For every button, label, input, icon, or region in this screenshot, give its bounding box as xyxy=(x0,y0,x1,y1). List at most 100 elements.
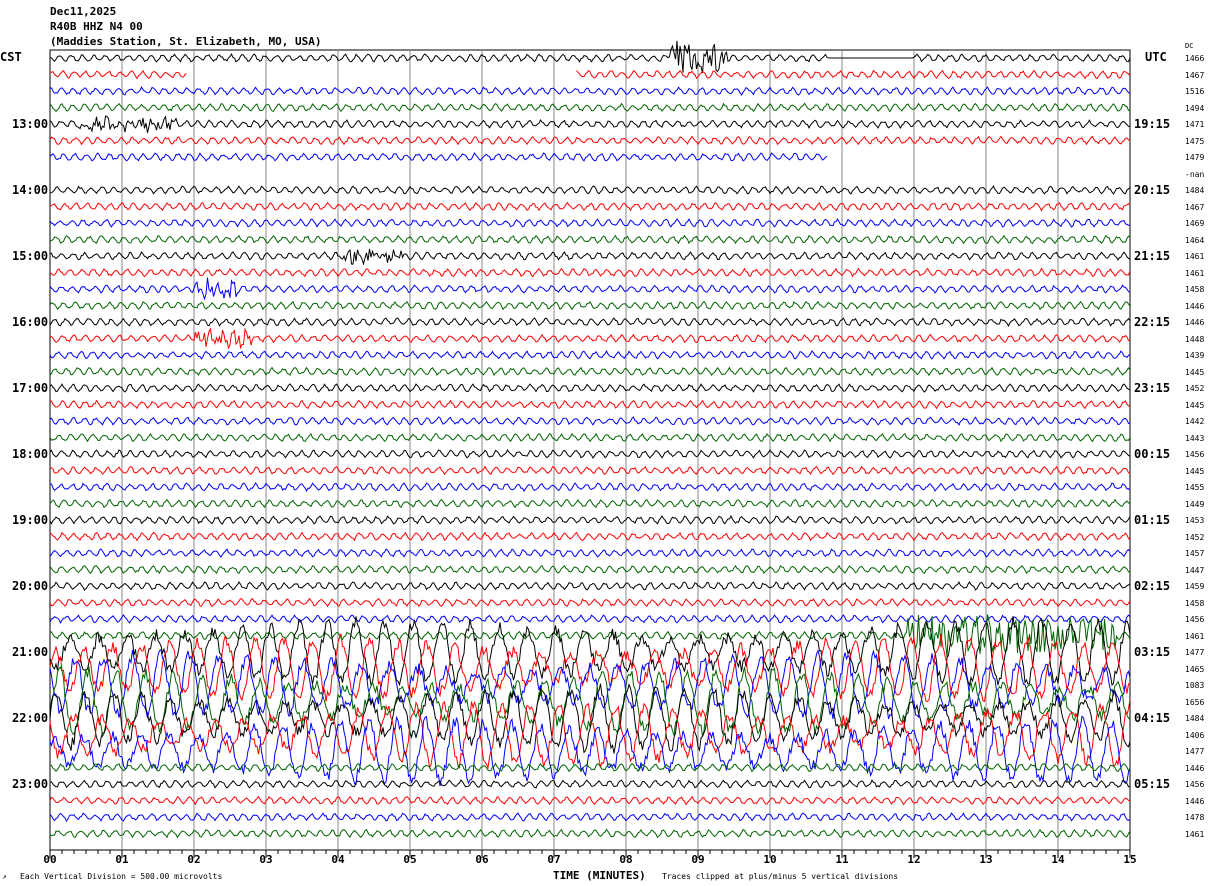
trace-row xyxy=(49,581,1131,591)
trace-row xyxy=(49,86,1131,96)
dc-offset-label: 1458 xyxy=(1185,598,1205,608)
dc-offset-label: 1478 xyxy=(1185,813,1205,822)
x-tick-label: 15 xyxy=(1123,853,1136,866)
trace-row xyxy=(49,514,1131,526)
dc-offset-label: 1656 xyxy=(1185,697,1205,707)
trace-row xyxy=(49,234,1131,245)
utc-hour-label: 01:15 xyxy=(1134,513,1171,527)
cst-hour-label: 20:00 xyxy=(12,579,49,593)
x-tick-label: 13 xyxy=(979,853,992,866)
dc-offset-label: 1452 xyxy=(1185,532,1205,542)
dc-offset-label: 1461 xyxy=(1185,252,1205,261)
dc-offset-label: 1459 xyxy=(1185,582,1205,591)
utc-hour-label: 00:15 xyxy=(1134,447,1171,461)
dc-offset-label: 1406 xyxy=(1185,730,1205,740)
dc-offset-label: 1457 xyxy=(1185,549,1205,558)
trace-row xyxy=(49,277,1131,301)
dc-offset-label: 1447 xyxy=(1185,565,1205,575)
trace-row xyxy=(49,267,1131,278)
trace-row xyxy=(49,300,1131,311)
trace-row xyxy=(49,416,1131,426)
trace-row xyxy=(49,812,1131,822)
trace-row xyxy=(49,633,1131,703)
x-tick-label: 02 xyxy=(187,853,200,866)
dc-offset-label: 1442 xyxy=(1185,417,1205,426)
trace-row xyxy=(49,350,1131,360)
trace-row xyxy=(49,482,1131,492)
channel-id: R40B HHZ N4 00 xyxy=(50,20,143,33)
left-timezone: CST xyxy=(0,50,22,64)
cst-hour-label: 14:00 xyxy=(12,183,49,197)
dc-offset-label: 1465 xyxy=(1185,664,1205,674)
cst-hour-label: 21:00 xyxy=(12,645,49,659)
dc-offset-label: 1494 xyxy=(1185,103,1205,113)
trace-row xyxy=(49,449,1131,459)
plot-date: Dec11,2025 xyxy=(50,5,117,18)
dc-offset-label: 1452 xyxy=(1185,384,1205,393)
dc-offset-label: 1083 xyxy=(1185,681,1205,690)
trace-row xyxy=(49,498,1131,509)
dc-offset-label: 1453 xyxy=(1185,516,1205,525)
trace-row xyxy=(49,616,1131,687)
dc-offset-label: 1456 xyxy=(1185,780,1205,789)
trace-row xyxy=(49,185,1131,195)
trace-row xyxy=(49,564,1131,575)
trace-row xyxy=(49,69,1131,80)
utc-hour-label: 05:15 xyxy=(1134,777,1171,791)
dc-offset-label: 1458 xyxy=(1185,285,1205,294)
trace-row xyxy=(49,779,1131,789)
utc-hour-label: 21:15 xyxy=(1134,249,1171,263)
trace-row xyxy=(49,248,1131,266)
utc-hour-label: 20:15 xyxy=(1134,183,1171,197)
dc-offset-label: 1448 xyxy=(1185,334,1205,344)
cst-hour-label: 13:00 xyxy=(12,117,49,131)
dc-offset-label: 1466 xyxy=(1185,54,1205,63)
dc-header: DC xyxy=(1185,42,1194,50)
right-timezone: UTC xyxy=(1145,50,1167,64)
x-tick-label: 10 xyxy=(763,853,776,866)
dc-offset-label: 1477 xyxy=(1185,747,1205,756)
x-tick-label: 09 xyxy=(691,853,704,866)
dc-offset-label: 1477 xyxy=(1185,648,1205,657)
station-name: (Maddies Station, St. Elizabeth, MO, USA… xyxy=(50,35,322,48)
x-tick-label: 11 xyxy=(835,853,849,866)
dc-offset-label: 1479 xyxy=(1185,153,1205,162)
dc-offset-label: 1445 xyxy=(1185,466,1205,476)
trace-row xyxy=(49,40,1131,74)
cst-hour-label: 16:00 xyxy=(12,315,49,329)
trace-row xyxy=(49,649,1131,720)
dc-offset-label: 1461 xyxy=(1185,268,1205,278)
x-tick-label: 05 xyxy=(403,853,416,866)
dc-offset-label: 1446 xyxy=(1185,318,1205,327)
x-tick-label: 03 xyxy=(259,853,272,866)
x-tick-label: 07 xyxy=(547,853,560,866)
utc-hour-label: 02:15 xyxy=(1134,579,1171,593)
dc-offset-label: 1456 xyxy=(1185,450,1205,459)
trace-row xyxy=(49,614,1131,658)
dc-offset-label: 1456 xyxy=(1185,615,1205,624)
utc-hour-label: 22:15 xyxy=(1134,315,1171,329)
dc-offset-label: 1484 xyxy=(1185,714,1205,723)
dc-offset-label: 1446 xyxy=(1185,763,1205,773)
x-tick-label: 08 xyxy=(619,853,632,866)
dc-offset-label: 1469 xyxy=(1185,219,1205,228)
dc-offset-label: 1461 xyxy=(1185,631,1205,641)
dc-offset-label: 1461 xyxy=(1185,829,1205,839)
scale-note: Each Vertical Division = 500.00 microvol… xyxy=(20,872,223,881)
trace-row xyxy=(49,432,1131,443)
dc-offset-label: 1471 xyxy=(1185,120,1205,129)
cst-hour-label: 19:00 xyxy=(12,513,49,527)
trace-row xyxy=(49,699,1131,770)
trace-row xyxy=(49,102,1131,113)
trace-row xyxy=(49,317,1131,327)
cst-hour-label: 15:00 xyxy=(12,249,49,263)
dc-offset-label: 1484 xyxy=(1185,186,1205,195)
trace-row xyxy=(49,715,1131,787)
utc-hour-label: 23:15 xyxy=(1134,381,1171,395)
trace-row xyxy=(49,597,1131,608)
trace-row xyxy=(49,115,1130,133)
dc-offset-label: 1449 xyxy=(1185,499,1205,509)
trace-row xyxy=(49,383,1131,393)
utc-hour-label: 04:15 xyxy=(1134,711,1171,725)
trace-row xyxy=(49,683,1131,754)
